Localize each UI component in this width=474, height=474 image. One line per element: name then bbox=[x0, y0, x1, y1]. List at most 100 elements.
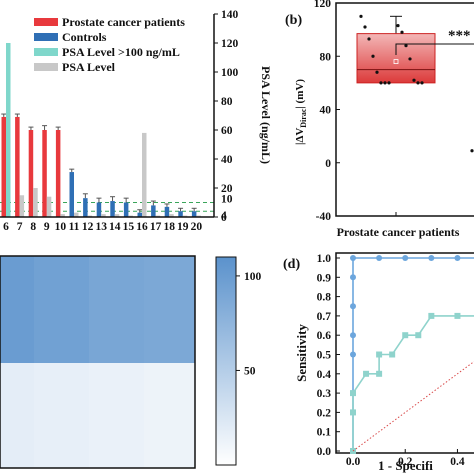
d-roc-marker bbox=[415, 332, 422, 339]
c-heatmap-cell bbox=[0, 256, 34, 363]
d-roc-marker bbox=[350, 332, 356, 339]
a-y2-tick-label: 100 bbox=[221, 67, 239, 79]
panel-c: 50 100 bbox=[0, 255, 262, 469]
b-data-point bbox=[375, 70, 379, 74]
panel-a: 6 7 8 9 10 11 12 13 14 15 16 17 18 19 2002040608010012… bbox=[0, 9, 273, 233]
b-data-point bbox=[367, 37, 371, 41]
d-roc-marker bbox=[350, 303, 356, 310]
b-y-label-main: |ΔV bbox=[294, 128, 306, 145]
a-legend-label: PSA Level bbox=[62, 60, 116, 74]
d-roc-line bbox=[352, 315, 474, 451]
b-y-tick-label: 120 bbox=[314, 0, 332, 10]
c-colorbar bbox=[215, 256, 237, 466]
b-y-label-unit: | (mV) bbox=[294, 79, 306, 109]
d-roc-marker bbox=[428, 312, 435, 319]
c-colorbar-tick-label: 100 bbox=[244, 271, 262, 283]
d-roc-line bbox=[352, 360, 474, 452]
a-y2-tick-label: 140 bbox=[221, 9, 239, 21]
a-x-tick-label: 16 bbox=[136, 221, 148, 233]
a-legend-swatch bbox=[34, 63, 58, 71]
c-heatmap-cell bbox=[34, 256, 89, 363]
d-roc-marker bbox=[454, 312, 461, 319]
a-extra-tick-label: 4 bbox=[221, 210, 227, 222]
a-bar-psa bbox=[46, 196, 52, 217]
a-bar-vdirac bbox=[96, 202, 102, 217]
a-y2-tick-label: 40 bbox=[221, 154, 233, 166]
d-y-tick-label: 0.6 bbox=[317, 330, 332, 342]
d-y-tick-label: 0.7 bbox=[317, 311, 332, 323]
d-roc-marker bbox=[454, 255, 461, 261]
b-y-axis-label: |ΔVDirac| (mV) bbox=[294, 79, 308, 145]
a-x-tick-label: 12 bbox=[82, 221, 94, 233]
a-bar-vdirac bbox=[28, 130, 34, 217]
c-heatmap-cell bbox=[144, 256, 195, 363]
d-roc-marker bbox=[402, 255, 409, 261]
a-bar-psa bbox=[101, 214, 106, 217]
d-roc-marker bbox=[350, 274, 356, 281]
b-data-point bbox=[383, 81, 387, 85]
d-roc-marker bbox=[350, 255, 356, 261]
d-roc-marker bbox=[376, 370, 383, 377]
d-roc-marker bbox=[428, 255, 435, 261]
a-bar-psa bbox=[60, 214, 65, 217]
a-x-tick-label: 19 bbox=[177, 221, 189, 233]
c-heatmap-cell bbox=[144, 363, 195, 468]
b-data-point bbox=[396, 24, 400, 28]
a-x-tick-label: 7 bbox=[17, 221, 23, 233]
d-y-tick-label: 0.9 bbox=[317, 272, 332, 284]
a-bar-vdirac bbox=[123, 202, 129, 217]
a-bar-vdirac bbox=[1, 116, 6, 217]
a-extra-tick-label: 10 bbox=[221, 194, 233, 206]
c-heatmap-cell bbox=[89, 256, 144, 363]
a-x-tick-label: 9 bbox=[44, 221, 50, 233]
b-y-label-sub: Dirac bbox=[299, 108, 308, 128]
a-bar-vdirac bbox=[55, 130, 61, 217]
c-colorbar-tick-label: 50 bbox=[244, 365, 256, 377]
b-y-tick-label: 80 bbox=[320, 51, 332, 63]
d-roc-marker bbox=[376, 255, 383, 261]
a-bar-vdirac bbox=[178, 211, 183, 217]
d-plot-frame bbox=[335, 252, 474, 454]
b-data-point bbox=[363, 25, 367, 29]
a-y2-axis-label: PSA Level (ng/mL) bbox=[259, 66, 273, 164]
d-y-tick-label: 1.0 bbox=[317, 253, 332, 265]
d-roc-marker bbox=[363, 370, 370, 377]
a-y2-tick-label: 80 bbox=[221, 96, 233, 108]
panel-d: (d) 0.0 0.1 0.2 0.3 0.4 0.5 0.6 0.7 0.8 0.9 1.0 0.0… bbox=[283, 252, 474, 473]
b-data-point bbox=[400, 30, 404, 34]
b-data-point bbox=[420, 81, 424, 85]
d-y-tick-label: 0.2 bbox=[317, 407, 332, 419]
b-significance-stars: *** bbox=[448, 28, 471, 44]
b-y-tick-label: 40 bbox=[320, 105, 332, 117]
a-bar-psa bbox=[169, 214, 174, 217]
d-roc-marker bbox=[389, 351, 396, 358]
d-x-tick-label: 0.4 bbox=[450, 456, 465, 468]
d-y-tick-label: 0.3 bbox=[317, 388, 332, 400]
a-x-tick-label: 15 bbox=[123, 221, 135, 233]
a-x-tick-label: 11 bbox=[69, 221, 80, 233]
a-x-tick-label: 13 bbox=[95, 221, 107, 233]
a-bar-vdirac bbox=[42, 130, 47, 217]
a-bar-psa bbox=[6, 43, 11, 217]
b-data-point bbox=[404, 44, 408, 48]
a-x-tick-label: 6 bbox=[3, 221, 9, 233]
b-y-tick-label: -40 bbox=[316, 211, 332, 223]
c-heatmap-frame bbox=[0, 255, 196, 469]
c-heatmap-cell bbox=[0, 363, 34, 468]
b-y-tick-label: 0 bbox=[325, 158, 331, 170]
d-roc-marker bbox=[402, 332, 409, 339]
c-heatmap-cell bbox=[34, 363, 89, 468]
a-x-tick-label: 17 bbox=[150, 221, 162, 233]
d-y-tick-label: 0.1 bbox=[317, 427, 332, 439]
a-bar-psa bbox=[74, 212, 79, 217]
a-legend-label: Controls bbox=[62, 30, 107, 44]
a-x-tick-label: 8 bbox=[30, 221, 36, 233]
c-heatmap-cell bbox=[89, 363, 144, 468]
a-bar-vdirac bbox=[110, 201, 115, 217]
b-data-point bbox=[412, 78, 416, 82]
a-bar-vdirac bbox=[151, 205, 156, 217]
a-x-tick-label: 10 bbox=[55, 221, 67, 233]
a-bar-vdirac bbox=[191, 211, 197, 217]
